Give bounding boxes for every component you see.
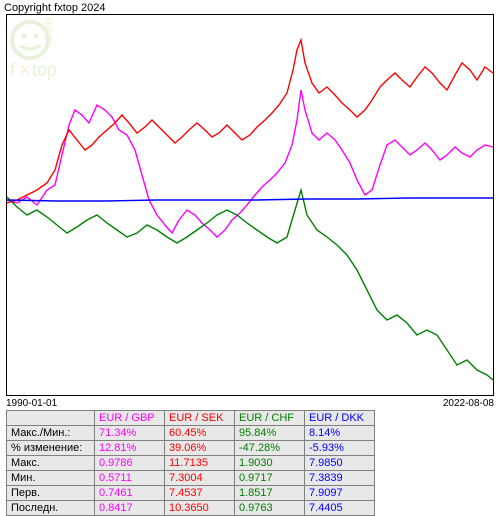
table-cell: 1.8517	[235, 486, 305, 501]
copyright-text: Copyright fxtop 2024	[4, 2, 106, 14]
table-cell: 0.9786	[95, 456, 165, 471]
row-label: Макс.	[7, 456, 95, 471]
line-chart	[7, 15, 495, 397]
row-label: Мин.	[7, 471, 95, 486]
row-label: Макс./Мин.:	[7, 426, 95, 441]
table-cell: 71.34%	[95, 426, 165, 441]
table-cell: 7.4537	[165, 486, 235, 501]
table-cell: -47.28%	[235, 441, 305, 456]
column-header: EUR / GBP	[95, 411, 165, 426]
table-cell: 12.81%	[95, 441, 165, 456]
row-label: Последн.	[7, 501, 95, 516]
table-cell: 10.3650	[165, 501, 235, 516]
table-cell: 7.4405	[305, 501, 375, 516]
date-start-label: 1990-01-01	[6, 398, 57, 409]
table-cell: 11.7135	[165, 456, 235, 471]
table-cell: 7.3839	[305, 471, 375, 486]
table-cell: 1.9030	[235, 456, 305, 471]
series-line	[7, 40, 493, 203]
table-cell: 39.06%	[165, 441, 235, 456]
table-cell: 0.9717	[235, 471, 305, 486]
row-label: Перв.	[7, 486, 95, 501]
table-cell: 0.9763	[235, 501, 305, 516]
table-cell: 60.45%	[165, 426, 235, 441]
row-label: % изменение:	[7, 441, 95, 456]
series-line	[7, 198, 493, 201]
table-cell: 7.9850	[305, 456, 375, 471]
table-cell: 0.7461	[95, 486, 165, 501]
table-cell: 95.84%	[235, 426, 305, 441]
series-line	[7, 90, 493, 237]
table-cell: 7.9097	[305, 486, 375, 501]
date-end-label: 2022-08-08	[443, 398, 494, 409]
table-cell: 7.3004	[165, 471, 235, 486]
table-cell: 0.5711	[95, 471, 165, 486]
table-corner	[7, 411, 95, 426]
table-cell: -5.93%	[305, 441, 375, 456]
chart-area	[6, 14, 494, 396]
column-header: EUR / SEK	[165, 411, 235, 426]
series-line	[7, 190, 493, 380]
table-cell: 0.8417	[95, 501, 165, 516]
data-table: EUR / GBPEUR / SEKEUR / CHFEUR / DKK Макс…	[6, 410, 375, 516]
table-cell: 8.14%	[305, 426, 375, 441]
column-header: EUR / DKK	[305, 411, 375, 426]
column-header: EUR / CHF	[235, 411, 305, 426]
